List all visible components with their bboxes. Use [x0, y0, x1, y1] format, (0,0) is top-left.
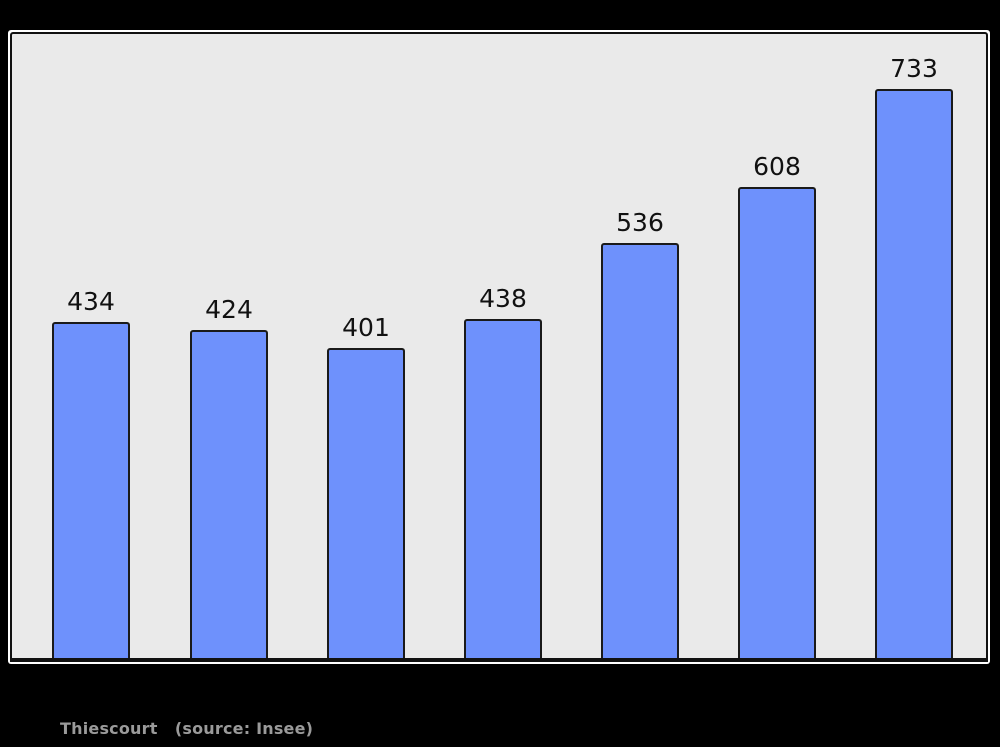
bar-group: 424 — [190, 34, 268, 659]
bar[interactable] — [52, 322, 130, 659]
bar-group: 401 — [327, 34, 405, 659]
bar[interactable] — [464, 319, 542, 659]
bar[interactable] — [601, 243, 679, 659]
x-axis-spine — [10, 658, 988, 662]
bar[interactable] — [190, 330, 268, 659]
bar-group: 536 — [601, 34, 679, 659]
bar-group: 608 — [738, 34, 816, 659]
bar[interactable] — [875, 89, 953, 659]
bar[interactable] — [738, 187, 816, 659]
bar-value-label: 438 — [479, 284, 527, 313]
plot-area: 434 424 401 438 536 608 73 — [10, 32, 988, 661]
bar[interactable] — [327, 348, 405, 659]
bar-group: 434 — [52, 34, 130, 659]
bar-value-label: 608 — [753, 152, 801, 181]
chart-caption: Thiescourt (source: Insee) — [60, 719, 314, 738]
bar-value-label: 434 — [67, 287, 115, 316]
bar-value-label: 536 — [616, 208, 664, 237]
bar-group: 733 — [875, 34, 953, 659]
bar-value-label: 733 — [890, 54, 938, 83]
bar-value-label: 401 — [342, 313, 390, 342]
bar-value-label: 424 — [205, 295, 253, 324]
bar-group: 438 — [464, 34, 542, 659]
